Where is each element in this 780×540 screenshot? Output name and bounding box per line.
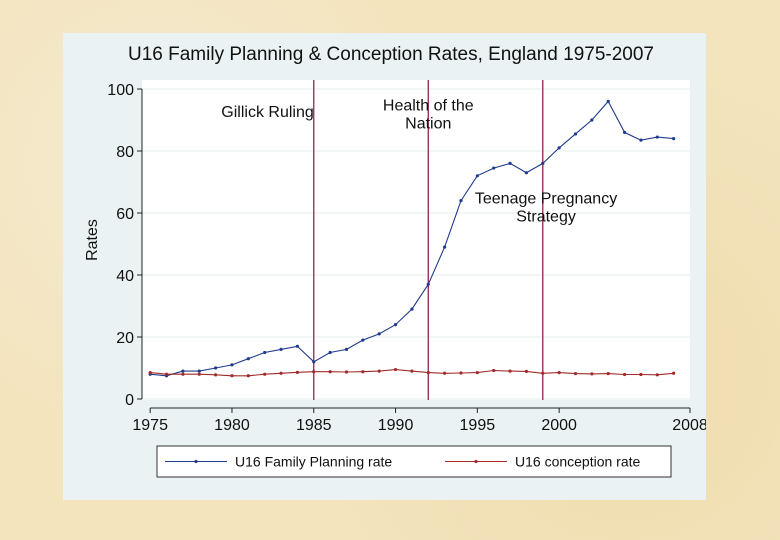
data-point [492,166,496,170]
data-point [672,137,676,141]
data-point [312,370,316,374]
data-point [590,118,594,122]
data-point [377,332,381,336]
data-point [606,371,610,376]
chart-panel: U16 Family Planning & Conception Rates, … [63,33,706,500]
data-point [573,132,578,136]
data-point [181,369,185,373]
data-point [164,372,169,376]
data-point [459,199,463,203]
data-point [655,135,659,139]
x-tick-label: 1990 [378,417,414,434]
data-point [622,130,627,134]
data-point [492,368,496,373]
y-tick-label: 0 [125,392,134,409]
data-point [524,369,529,374]
x-tick-label: 1980 [214,417,250,434]
data-point [475,371,479,375]
data-point [426,282,430,286]
data-point [344,347,349,351]
y-tick-label: 20 [116,330,134,347]
data-point [443,245,447,249]
data-point [393,367,398,372]
x-tick-label: 1985 [296,417,332,434]
data-point [328,370,332,374]
data-point [361,338,365,342]
data-point [557,371,561,375]
legend-label: U16 conception rate [515,454,641,470]
data-point [443,371,447,375]
data-point [410,369,414,373]
data-point [246,357,250,361]
data-point [344,370,349,374]
data-point [573,371,578,376]
data-point [181,372,185,376]
data-point [279,371,283,375]
data-point [312,360,316,364]
annotation-text: Strategy [516,209,576,226]
data-point [263,350,267,355]
annotation-text: Gillick Ruling [221,104,313,121]
data-point [426,371,430,375]
data-point [508,161,512,165]
x-tick-label: 1975 [132,417,168,434]
x-tick-label: 1995 [460,417,496,434]
y-tick-label: 40 [116,268,134,285]
annotation-text: Nation [405,116,451,133]
data-point [410,307,414,311]
data-point [557,146,561,150]
y-tick-label: 60 [116,206,134,223]
data-point [148,371,152,375]
legend-label: U16 Family Planning rate [235,454,392,470]
y-axis-label: Rates [84,219,101,261]
data-point [459,371,463,375]
data-point [377,369,381,373]
data-point [230,374,234,378]
chart: U16 Family Planning & Conception Rates, … [84,44,706,478]
data-point [655,373,659,377]
data-point [524,171,529,175]
data-point [475,174,479,178]
data-point [246,374,250,378]
data-point [541,371,545,375]
legend-marker [194,459,198,464]
x-tick-label: 2008 [672,417,706,434]
annotation: Gillick Ruling [221,104,313,121]
data-point [214,366,218,370]
data-point [214,373,218,377]
data-point [263,372,267,376]
data-point [508,369,512,373]
data-point [230,363,234,367]
data-point [197,372,201,376]
data-point [361,370,365,374]
data-point [590,372,594,376]
legend-marker [474,459,478,464]
annotation-text: Teenage Pregnancy [475,191,617,208]
data-point [672,371,676,375]
data-point [393,323,398,327]
data-point [639,372,643,377]
y-tick-label: 100 [107,82,134,99]
data-point [279,347,283,351]
data-point [295,370,300,374]
chart-title: U16 Family Planning & Conception Rates, … [128,44,654,65]
plot-area [142,80,690,400]
data-point [295,344,300,348]
data-point [622,372,627,377]
annotation-text: Health of the [383,98,474,115]
data-point [606,99,610,103]
legend-box [156,445,672,478]
data-point [639,138,643,142]
y-tick-label: 80 [116,144,134,161]
x-tick-label: 2000 [541,417,577,434]
data-point [197,369,201,373]
data-point [328,350,332,355]
data-point [541,161,545,165]
